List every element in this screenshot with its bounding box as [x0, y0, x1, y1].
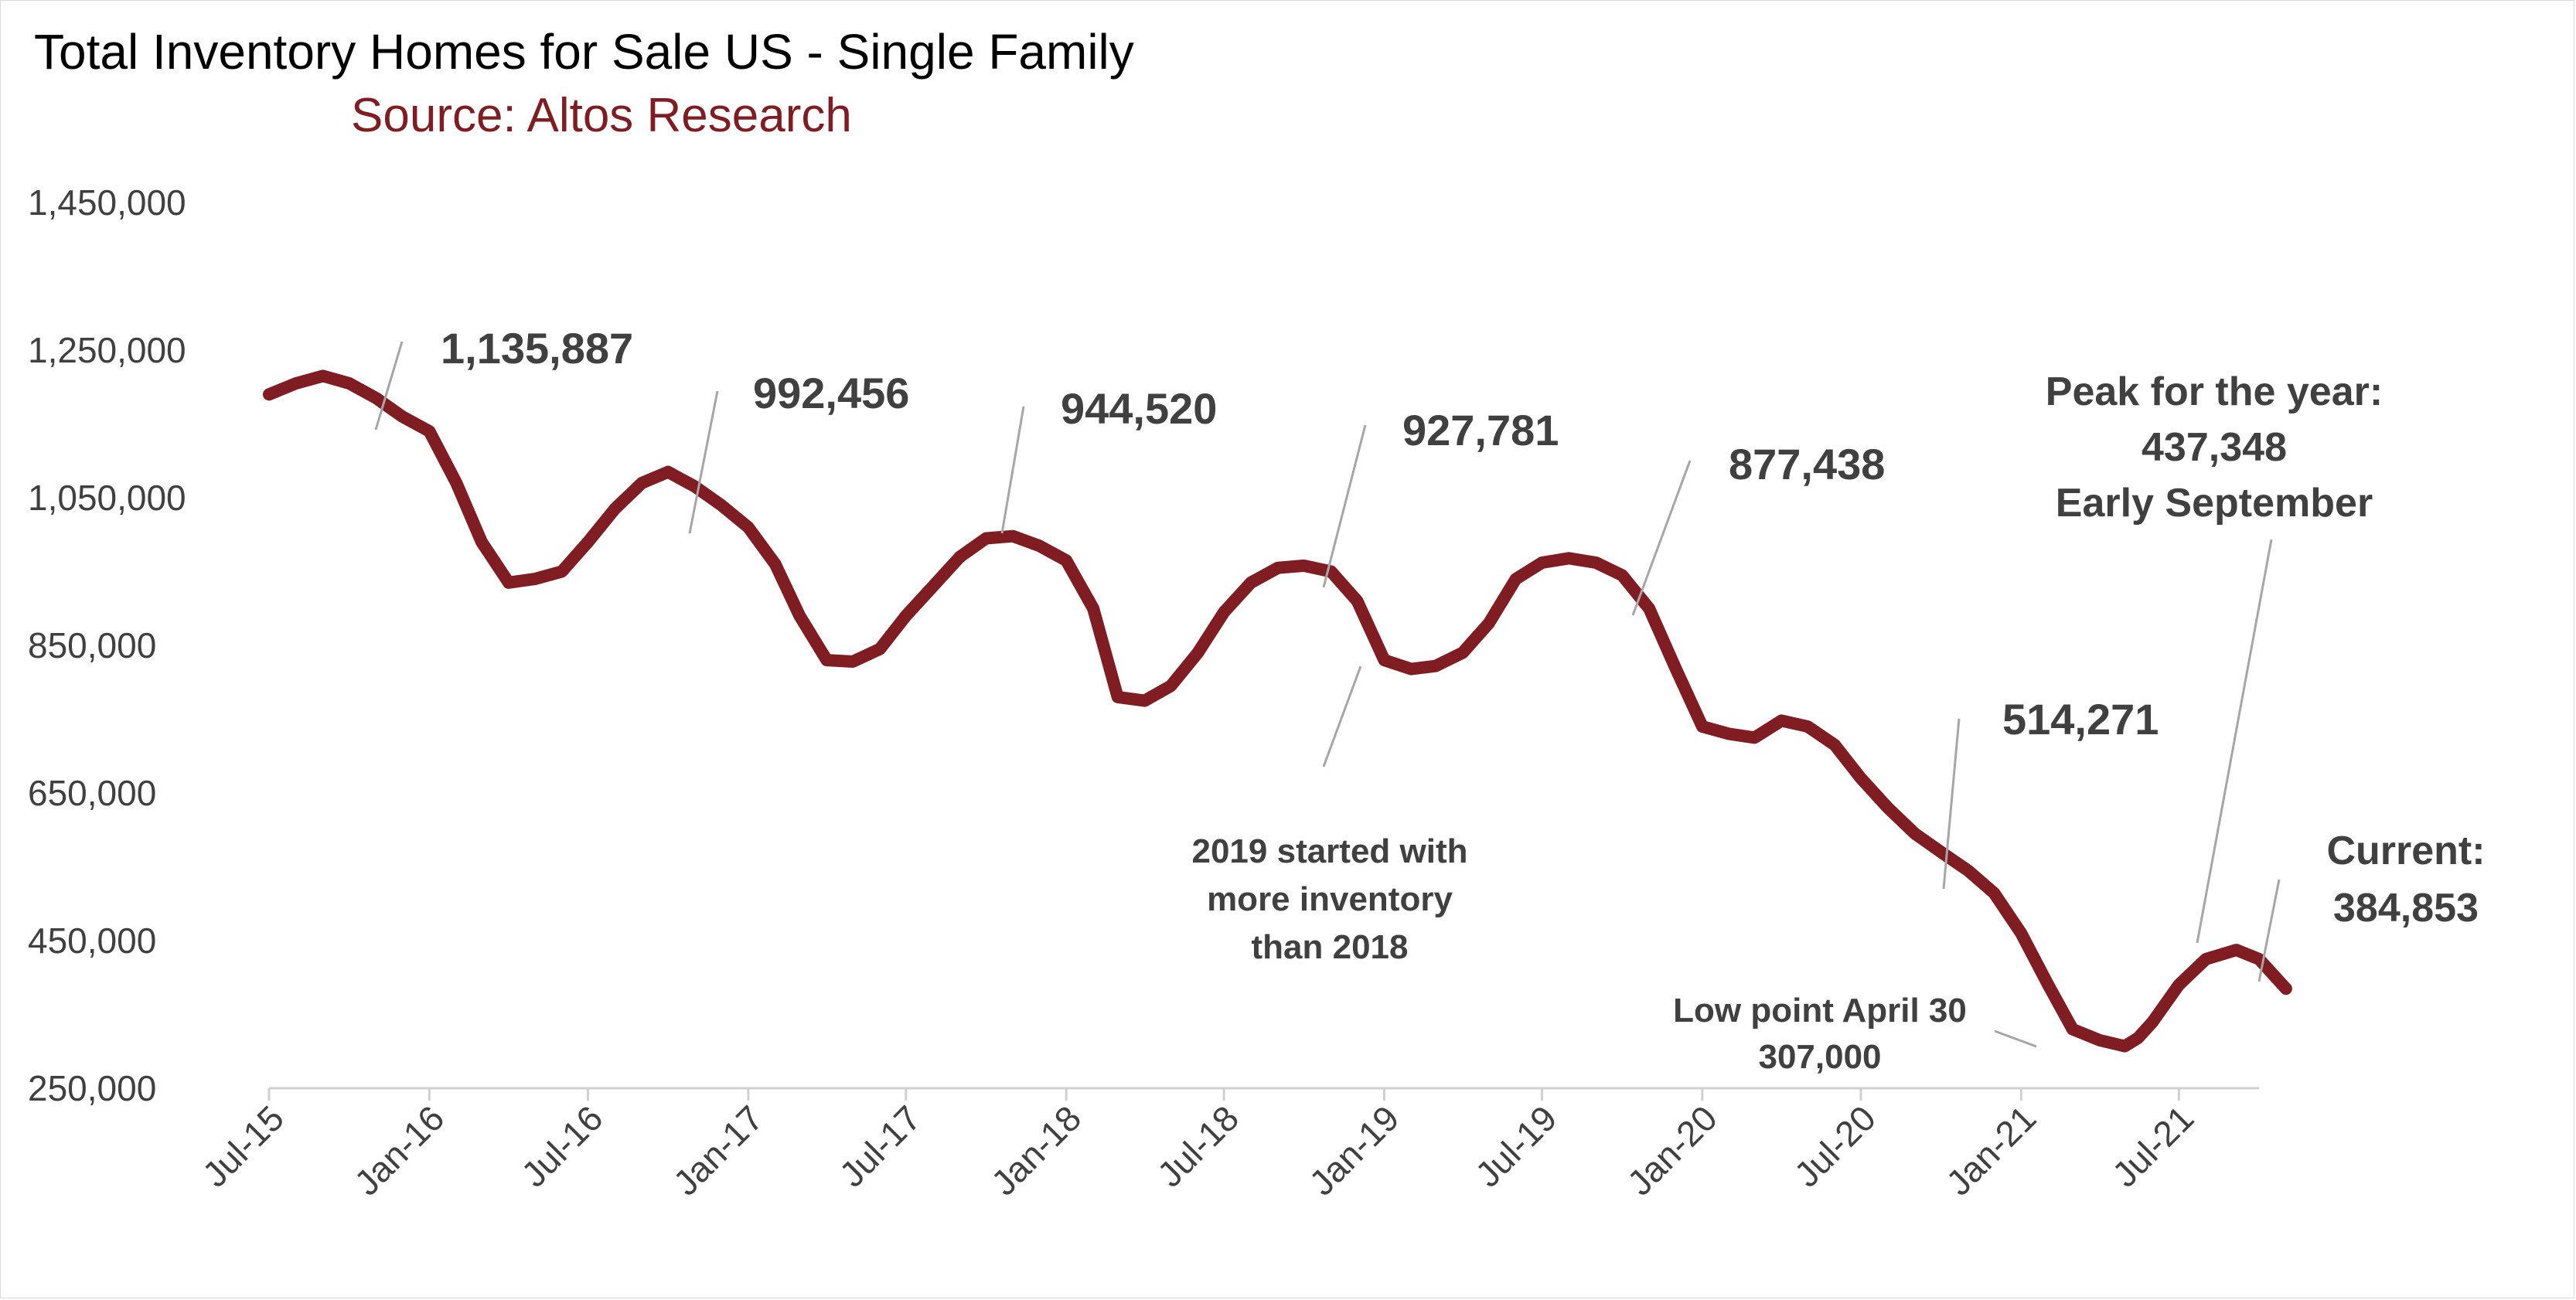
x-tick-label: Jul-18	[1150, 1098, 1246, 1194]
x-tick-label: Jul-17	[832, 1098, 929, 1194]
annotation-label: 2019 started with	[1191, 832, 1467, 870]
annotation-label: Low point April 30	[1673, 992, 1967, 1029]
annotation-label: 307,000	[1758, 1038, 1881, 1076]
x-tick-label: Jan-18	[983, 1098, 1089, 1203]
annotation-label: 514,271	[2002, 695, 2159, 744]
annotation-label: Current:	[2326, 829, 2485, 873]
x-tick-label: Jul-20	[1787, 1098, 1883, 1194]
x-tick-label: Jul-21	[2104, 1098, 2201, 1194]
annotation-leader	[374, 341, 404, 430]
annotation-leader	[1631, 460, 1692, 616]
annotation-label: 437,348	[2142, 425, 2287, 470]
y-tick-label: 1,450,000	[28, 182, 186, 223]
x-tick-label: Jan-19	[1301, 1098, 1406, 1203]
x-tick-label: Jan-20	[1620, 1098, 1725, 1203]
series-line	[263, 369, 2292, 1053]
annotation-label: than 2018	[1252, 928, 1409, 966]
y-tick-label: 650,000	[28, 773, 156, 813]
x-tick-label: Jan-21	[1938, 1098, 2043, 1203]
annotation-leader	[1322, 424, 1367, 588]
x-tick-label: Jan-17	[666, 1098, 771, 1203]
annotation-label: Peak for the year:	[2046, 369, 2383, 414]
annotation-label: 384,853	[2333, 886, 2479, 931]
annotation-leader	[688, 390, 719, 534]
x-tick-label: Jul-16	[513, 1098, 610, 1194]
y-tick-label: 250,000	[28, 1068, 156, 1108]
y-tick-label: 450,000	[28, 921, 156, 961]
annotation-label: Early September	[2056, 481, 2373, 526]
y-tick-label: 850,000	[28, 625, 156, 665]
chart-title: Total Inventory Homes for Sale US - Sing…	[34, 24, 1134, 80]
annotation-label: more inventory	[1207, 880, 1453, 918]
annotation-leader	[2196, 539, 2273, 944]
annotation-leader	[1994, 1029, 2037, 1048]
y-tick-label: 1,050,000	[28, 478, 186, 518]
x-tick-label: Jul-19	[1467, 1098, 1564, 1194]
annotation-label: 927,781	[1402, 406, 1559, 454]
annotation-leader	[1322, 665, 1362, 767]
annotation-leader	[1000, 406, 1025, 534]
chart-subtitle: Source: Altos Research	[351, 89, 852, 142]
x-tick-label: Jul-15	[195, 1098, 291, 1194]
annotation-label: 944,520	[1061, 384, 1217, 433]
annotation-label: 992,456	[753, 369, 909, 417]
annotation-leader	[2257, 879, 2281, 982]
annotation-leader	[1942, 718, 1961, 890]
annotation-label: 1,135,887	[441, 324, 633, 373]
x-tick-label: Jan-16	[346, 1098, 451, 1203]
annotation-label: 877,438	[1729, 440, 1885, 488]
y-tick-label: 1,250,000	[28, 330, 186, 370]
